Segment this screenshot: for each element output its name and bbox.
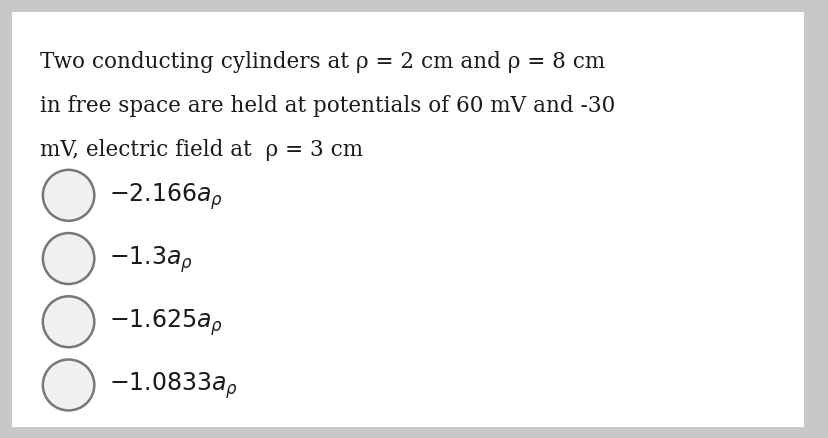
- Text: $-2.166a_{\rho}$: $-2.166a_{\rho}$: [108, 180, 223, 211]
- Text: in free space are held at potentials of 60 mV and -30: in free space are held at potentials of …: [41, 95, 615, 117]
- Text: $-1.3a_{\rho}$: $-1.3a_{\rho}$: [108, 244, 193, 274]
- Ellipse shape: [43, 297, 94, 347]
- Text: $-1.625a_{\rho}$: $-1.625a_{\rho}$: [108, 307, 223, 337]
- FancyBboxPatch shape: [12, 13, 803, 427]
- Ellipse shape: [43, 360, 94, 410]
- Ellipse shape: [43, 170, 94, 221]
- Text: Two conducting cylinders at ρ = 2 cm and ρ = 8 cm: Two conducting cylinders at ρ = 2 cm and…: [41, 51, 605, 73]
- Ellipse shape: [43, 233, 94, 284]
- Text: $-1.0833a_{\rho}$: $-1.0833a_{\rho}$: [108, 370, 238, 400]
- Text: mV, electric field at  ρ = 3 cm: mV, electric field at ρ = 3 cm: [41, 139, 363, 161]
